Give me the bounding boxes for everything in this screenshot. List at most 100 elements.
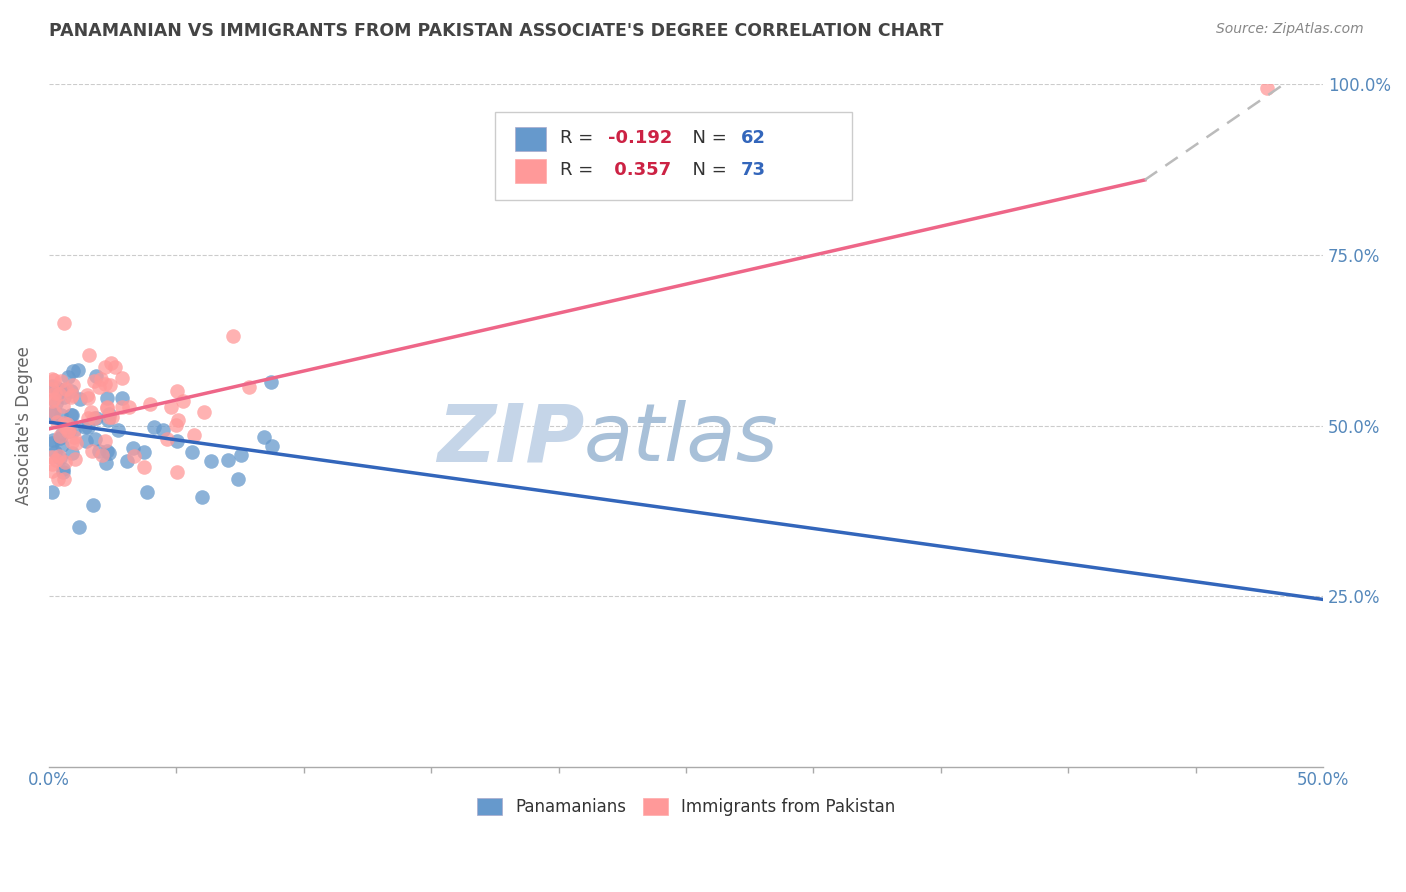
Point [51, 384, 73, 398]
Y-axis label: Associate's Degree: Associate's Degree [15, 346, 32, 505]
Point [55, 382, 77, 396]
Point [96, 392, 118, 406]
Point [41, 436, 63, 450]
Point [44, 385, 66, 400]
Point [42, 407, 65, 421]
Point [98, 409, 121, 424]
Point [191, 491, 214, 505]
Point [41, 379, 63, 393]
Point [84, 410, 107, 425]
Point [67, 520, 90, 534]
Point [94, 434, 117, 448]
Point [60, 434, 83, 449]
Point [41, 393, 63, 408]
Point [166, 465, 188, 479]
Point [217, 453, 239, 467]
Point [152, 423, 174, 437]
Point [118, 401, 141, 415]
Point [49, 375, 72, 389]
Point [107, 423, 129, 437]
Point [52, 399, 75, 413]
Point [111, 391, 134, 405]
Point [76, 420, 98, 434]
Point [58, 423, 80, 437]
Point [200, 454, 222, 468]
Point [134, 460, 156, 475]
Point [90, 448, 112, 462]
Point [53, 420, 76, 434]
Point [181, 445, 204, 459]
Point [62, 364, 84, 378]
Point [45, 453, 67, 467]
Point [83, 374, 105, 388]
Point [121, 441, 143, 455]
Point [44, 396, 66, 410]
Point [228, 472, 250, 486]
Point [73, 419, 96, 434]
Point [59, 390, 82, 404]
Point [42, 392, 65, 406]
Point [41, 464, 63, 478]
Point [51, 438, 73, 452]
Point [46, 472, 69, 486]
Text: N =: N = [681, 128, 733, 146]
Text: PANAMANIAN VS IMMIGRANTS FROM PAKISTAN ASSOCIATE'S DEGREE CORRELATION CHART: PANAMANIAN VS IMMIGRANTS FROM PAKISTAN A… [49, 22, 943, 40]
Text: N =: N = [681, 161, 733, 178]
Point [83, 411, 105, 425]
Point [90, 372, 112, 386]
Point [229, 448, 252, 462]
Point [76, 388, 98, 402]
Point [97, 446, 120, 460]
Point [104, 359, 127, 374]
Text: ZIP: ZIP [437, 401, 583, 478]
Point [52, 461, 75, 475]
Point [53, 472, 76, 486]
Point [101, 409, 124, 424]
Point [48, 384, 70, 399]
Point [59, 384, 82, 398]
Point [94, 456, 117, 470]
Point [56, 424, 79, 438]
Point [110, 371, 132, 385]
Point [41, 485, 63, 500]
Point [86, 368, 108, 383]
Point [41, 382, 63, 396]
Point [77, 391, 100, 405]
Point [98, 407, 121, 421]
Point [166, 434, 188, 448]
Point [41, 372, 63, 386]
Point [222, 329, 245, 343]
Point [76, 411, 98, 425]
Point [53, 455, 76, 469]
Point [166, 384, 188, 399]
Point [94, 377, 117, 392]
Point [42, 434, 65, 448]
Point [58, 424, 80, 438]
Text: atlas: atlas [583, 401, 779, 478]
Point [253, 430, 276, 444]
Point [62, 378, 84, 392]
Point [48, 429, 70, 443]
Point [80, 405, 103, 419]
Point [60, 445, 83, 459]
Point [143, 420, 166, 434]
Point [46, 381, 69, 395]
Point [48, 449, 70, 463]
FancyBboxPatch shape [516, 128, 546, 151]
Point [67, 363, 90, 377]
Point [1256, 80, 1278, 95]
Point [139, 397, 162, 411]
Point [51, 427, 73, 442]
Point [46, 415, 69, 429]
Point [156, 432, 179, 446]
Text: -0.192: -0.192 [609, 128, 672, 146]
Point [117, 454, 139, 468]
Point [52, 465, 75, 479]
Point [122, 449, 145, 463]
Point [167, 413, 190, 427]
Point [53, 416, 76, 430]
Point [262, 439, 284, 453]
Point [53, 390, 76, 404]
Point [49, 432, 72, 446]
Point [44, 373, 66, 387]
